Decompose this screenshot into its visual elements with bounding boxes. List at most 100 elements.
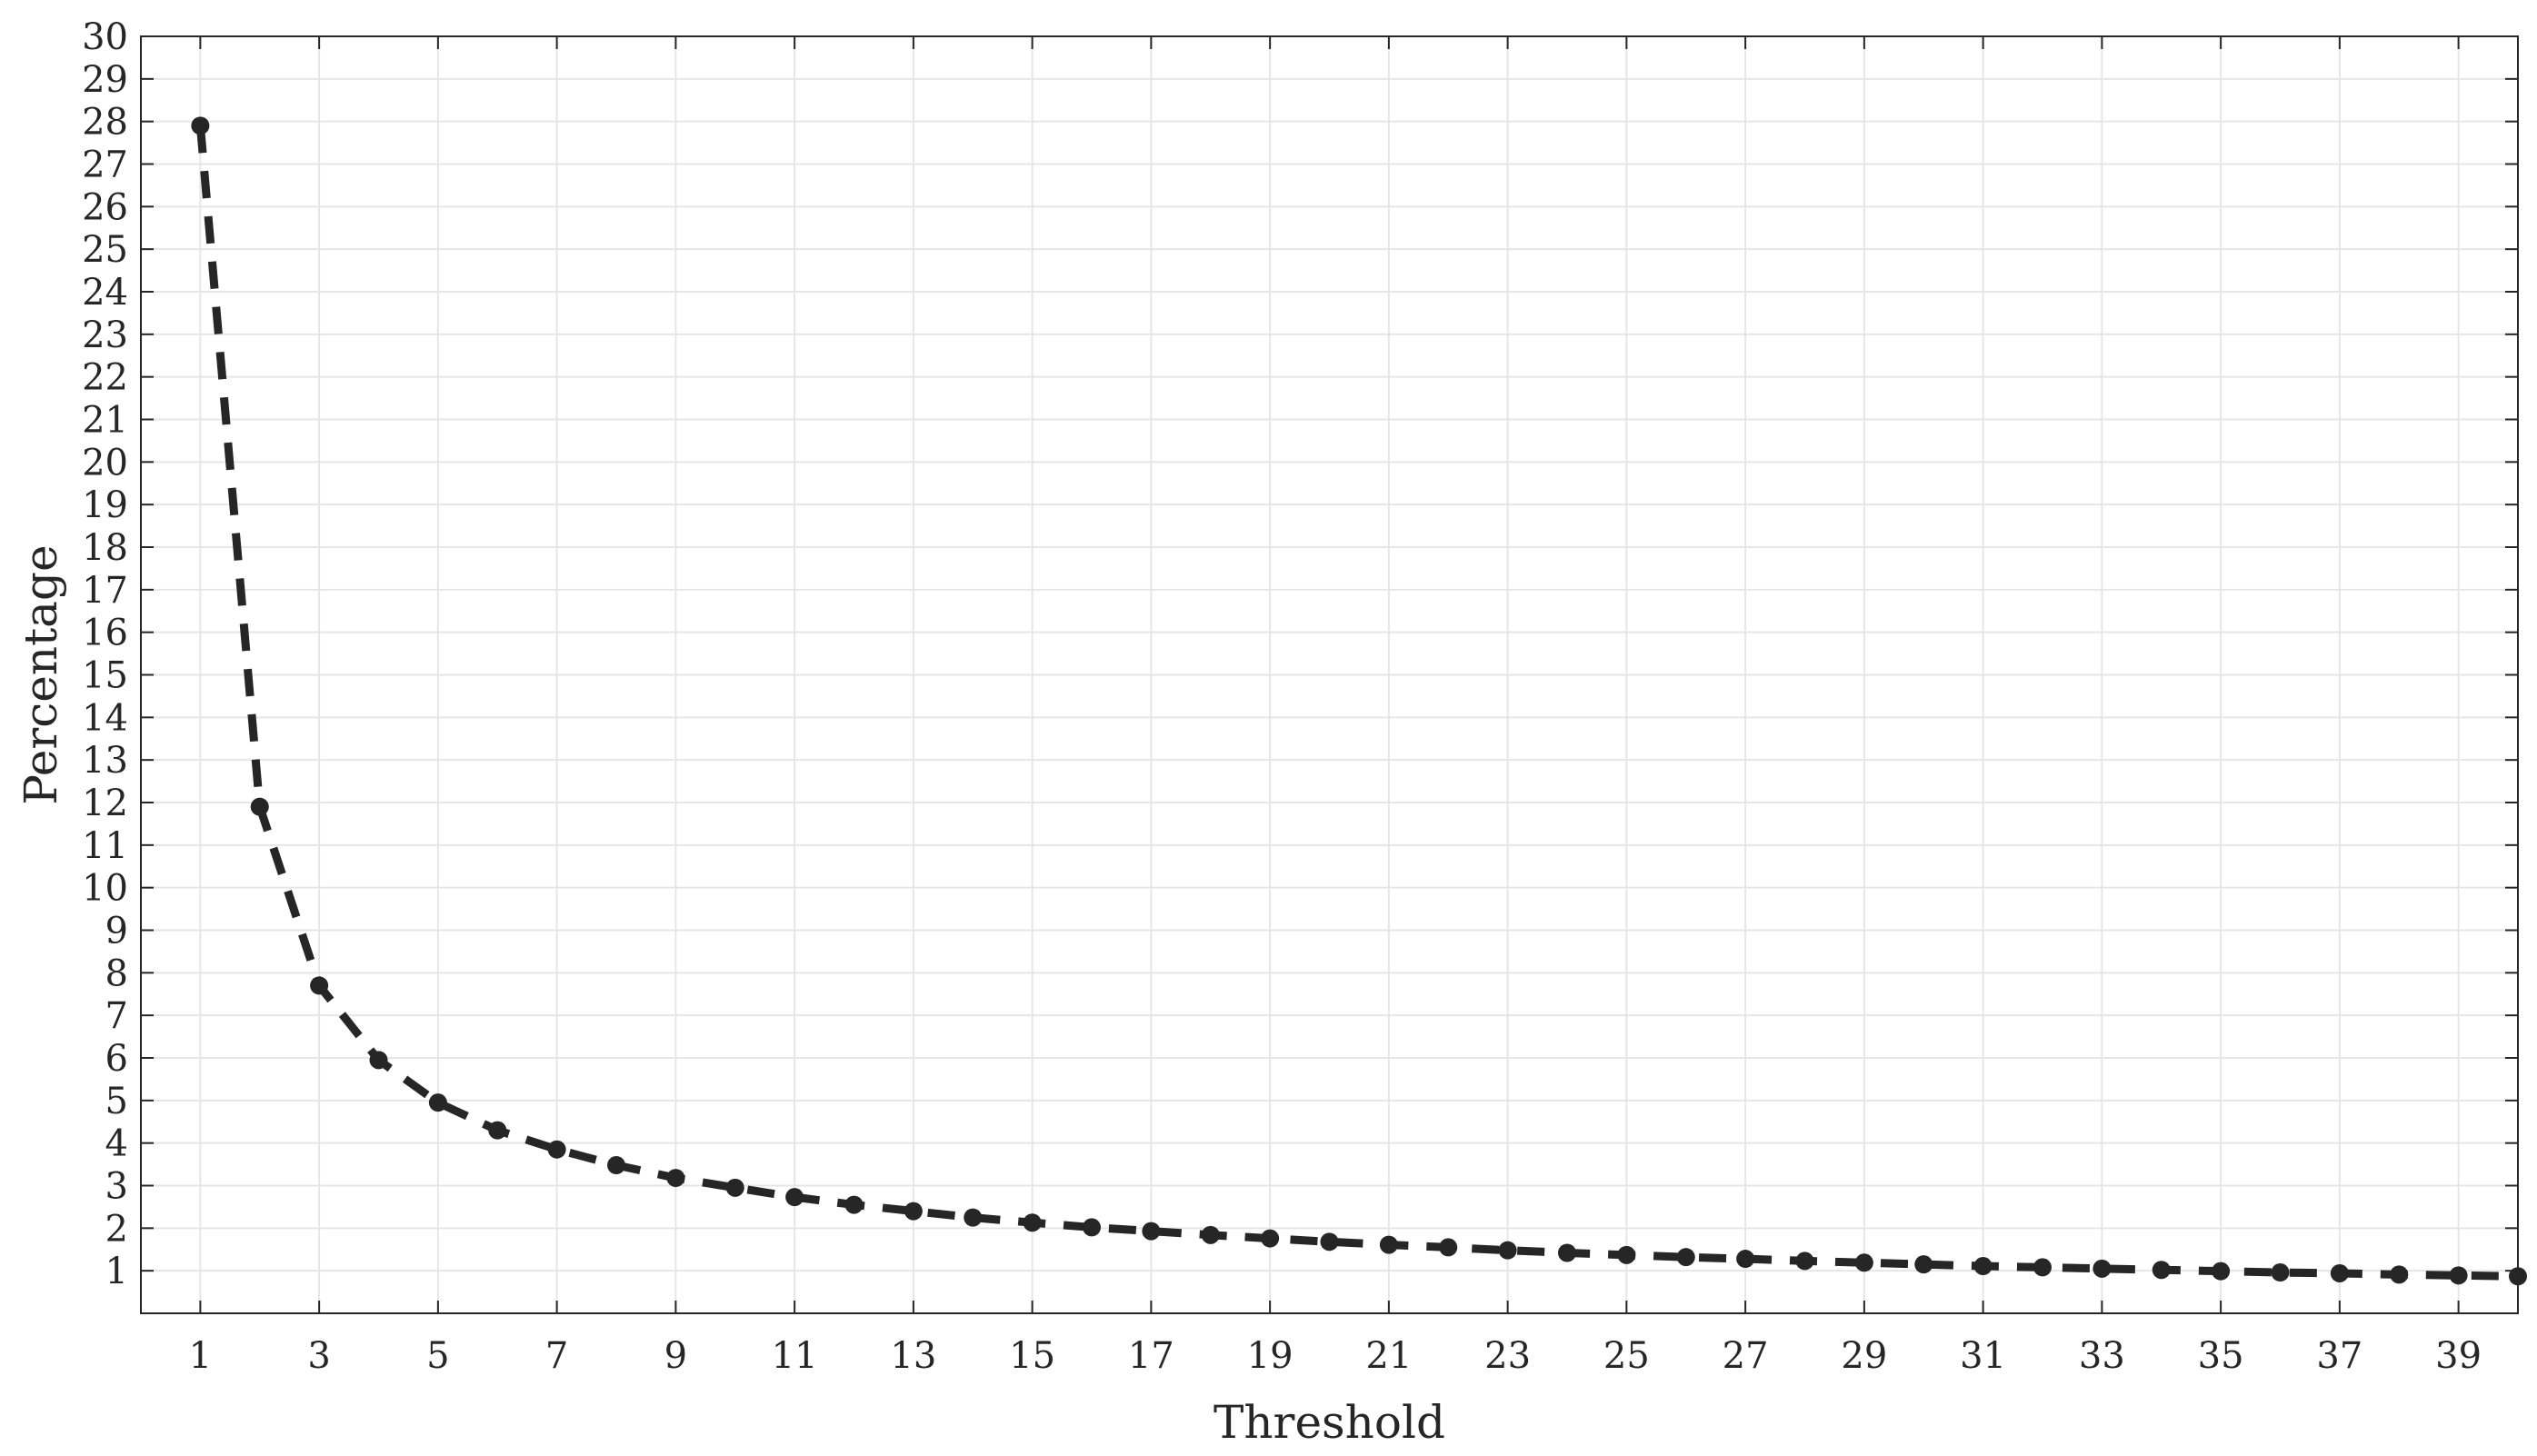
data-point	[547, 1140, 566, 1159]
y-tick-label: 5	[105, 1081, 128, 1122]
data-point	[1201, 1225, 1220, 1244]
data-point	[369, 1051, 388, 1070]
x-tick-label: 7	[545, 1335, 568, 1377]
data-point	[2271, 1263, 2290, 1282]
grid	[141, 35, 2518, 1313]
y-tick-label: 30	[82, 16, 128, 58]
y-tick-label: 26	[82, 186, 128, 228]
y-tick-label: 17	[82, 570, 128, 612]
data-point	[1439, 1238, 1458, 1257]
data-point	[1320, 1232, 1339, 1252]
data-point	[1498, 1241, 1517, 1260]
y-tick-label: 18	[82, 527, 128, 569]
x-tick-label: 35	[2198, 1335, 2244, 1377]
y-tick-label: 21	[82, 400, 128, 442]
x-tick-label: 21	[1365, 1335, 1412, 1377]
y-tick-label: 14	[82, 697, 128, 739]
data-point	[1261, 1229, 1280, 1248]
x-tick-label: 19	[1247, 1335, 1293, 1377]
y-tick-label: 20	[82, 442, 128, 484]
y-tick-label: 3	[105, 1166, 128, 1208]
data-point	[1973, 1257, 1993, 1276]
data-point	[1558, 1243, 1576, 1262]
x-tick-label: 9	[664, 1335, 687, 1377]
data-point	[607, 1156, 625, 1175]
data-point	[2330, 1263, 2349, 1282]
y-tick-label: 6	[105, 1038, 128, 1080]
x-tick-label: 39	[2435, 1335, 2482, 1377]
y-tick-label: 4	[105, 1123, 128, 1165]
y-tick-label: 16	[82, 613, 128, 654]
data-point	[428, 1093, 447, 1112]
data-point	[964, 1208, 983, 1227]
x-tick-label: 33	[2079, 1335, 2125, 1377]
y-tick-label: 15	[82, 655, 128, 697]
x-tick-label: 1	[189, 1335, 212, 1377]
data-point	[1736, 1250, 1755, 1269]
data-point	[666, 1169, 685, 1188]
y-axis-title: Percentage	[15, 544, 67, 804]
data-point	[1083, 1218, 1101, 1237]
y-tick-label: 13	[82, 740, 128, 782]
axes	[140, 35, 2519, 1314]
data-point	[488, 1121, 507, 1140]
data-point	[1617, 1245, 1636, 1264]
x-tick-label: 17	[1128, 1335, 1174, 1377]
data-point	[904, 1202, 923, 1221]
x-tick-label: 13	[890, 1335, 936, 1377]
data-point	[1379, 1235, 1398, 1254]
data-point	[250, 797, 269, 816]
y-tick-label: 27	[82, 145, 128, 186]
x-tick-label: 25	[1603, 1335, 1650, 1377]
x-tick-label: 37	[2316, 1335, 2362, 1377]
data-point	[844, 1195, 864, 1214]
data-point	[2033, 1258, 2052, 1277]
x-tick-label: 23	[1484, 1335, 1531, 1377]
data-point	[1676, 1248, 1695, 1267]
y-tick-label: 12	[82, 783, 128, 824]
series-line	[195, 125, 2519, 1281]
x-tick-label: 3	[307, 1335, 330, 1377]
y-tick-label: 2	[105, 1208, 128, 1250]
y-tick-label: 22	[82, 357, 128, 399]
data-point	[1023, 1213, 1042, 1232]
x-axis-title: Threshold	[1214, 1396, 1445, 1449]
data-point	[725, 1178, 744, 1197]
data-point	[1795, 1252, 1814, 1271]
y-tick-label: 28	[82, 102, 128, 144]
x-tick-label: 27	[1723, 1335, 1769, 1377]
y-tick-label: 25	[82, 229, 128, 271]
data-point	[785, 1188, 804, 1207]
data-point	[2093, 1259, 2112, 1278]
y-tick-label: 29	[82, 59, 128, 101]
x-tick-label: 15	[1009, 1335, 1055, 1377]
y-tick-label: 24	[82, 272, 128, 314]
data-point	[2212, 1262, 2231, 1281]
y-tick-label: 8	[105, 952, 128, 994]
data-point	[1854, 1253, 1873, 1272]
data-point	[2509, 1267, 2527, 1286]
tick-labels: 1234567891011121314151617181920212223242…	[82, 16, 2482, 1377]
data-point	[2390, 1265, 2409, 1284]
x-tick-label: 31	[1960, 1335, 2006, 1377]
y-tick-label: 7	[105, 995, 128, 1037]
series-1	[191, 116, 2527, 1286]
data-point	[1914, 1255, 1933, 1274]
data-point	[310, 976, 329, 995]
x-tick-label: 11	[772, 1335, 818, 1377]
x-tick-label: 5	[426, 1335, 449, 1377]
data-point	[191, 116, 210, 135]
y-tick-label: 19	[82, 484, 128, 526]
y-tick-label: 1	[105, 1251, 128, 1292]
y-tick-label: 11	[82, 825, 128, 867]
data-point	[2152, 1261, 2171, 1280]
x-tick-label: 29	[1841, 1335, 1887, 1377]
data-point	[1142, 1222, 1161, 1241]
y-tick-label: 9	[105, 911, 128, 952]
data-point	[2449, 1266, 2468, 1285]
y-tick-label: 23	[82, 314, 128, 356]
y-tick-label: 10	[82, 868, 128, 910]
